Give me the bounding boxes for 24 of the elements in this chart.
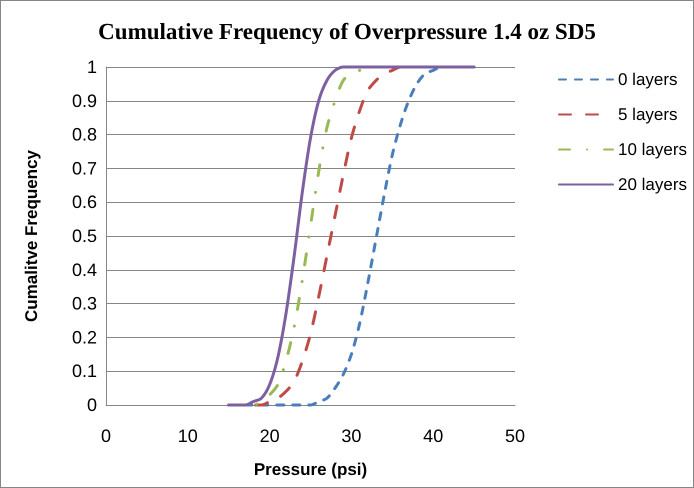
y-tick-label: 0.5 bbox=[72, 226, 97, 246]
y-tick-label: 0.4 bbox=[72, 260, 97, 280]
y-tick-label: 0.7 bbox=[72, 158, 97, 178]
y-tick-label: 1 bbox=[86, 57, 97, 77]
x-tick-label: 20 bbox=[260, 426, 280, 446]
legend-label: 10 layers bbox=[618, 140, 687, 159]
x-tick-label: 0 bbox=[100, 426, 112, 446]
y-tick-label: 0.9 bbox=[72, 90, 97, 111]
x-tick-label: 30 bbox=[341, 426, 362, 446]
y-tick-label: 0.1 bbox=[72, 361, 97, 382]
y-tick-label: 0 bbox=[86, 395, 97, 415]
y-axis-title: Cumalitve Frequency bbox=[22, 149, 41, 322]
legend-label: 20 layers bbox=[618, 175, 687, 194]
legend-label: 5 layers bbox=[618, 105, 678, 124]
x-axis-title: Pressure (psi) bbox=[254, 460, 368, 479]
y-tick-label: 0.8 bbox=[72, 124, 97, 145]
x-tick-label: 50 bbox=[504, 426, 526, 446]
legend-label: 0 layers bbox=[618, 70, 678, 89]
chart-title: Cumulative Frequency of Overpressure 1.4 oz SD5 bbox=[98, 19, 596, 44]
y-tick-label: 0.6 bbox=[72, 192, 97, 212]
y-tick-label: 0.2 bbox=[72, 327, 97, 348]
x-tick-label: 40 bbox=[423, 426, 444, 446]
x-tick-label: 10 bbox=[178, 426, 198, 446]
y-tick-label: 0.3 bbox=[72, 294, 97, 314]
